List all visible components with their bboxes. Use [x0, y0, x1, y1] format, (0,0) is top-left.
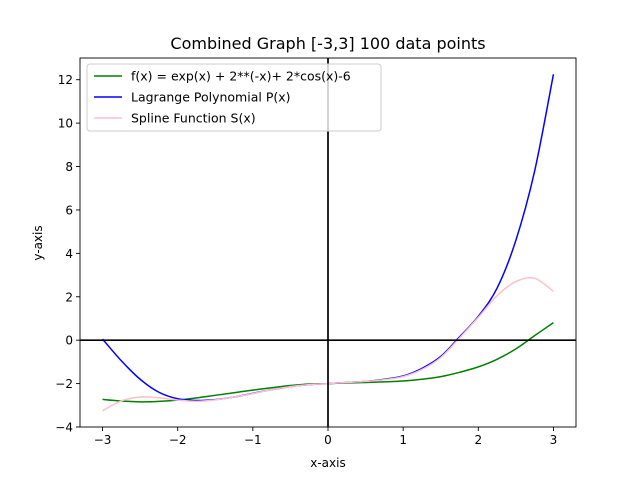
x-axis-title: x-axis: [310, 456, 345, 470]
y-tick-label: 4: [65, 247, 73, 261]
y-tick-label: −4: [55, 421, 73, 435]
legend-box: [86, 63, 382, 132]
x-tick-label: −1: [244, 433, 262, 447]
y-tick-label: 6: [65, 203, 73, 217]
y-axis-title: y-axis: [31, 225, 45, 260]
x-tick-label: 2: [474, 433, 482, 447]
y-tick-label: 12: [58, 73, 73, 87]
y-tick-label: 0: [65, 334, 73, 348]
x-tick-label: 1: [399, 433, 407, 447]
legend-label: f(x) = exp(x) + 2**(-x)+ 2*cos(x)-6: [131, 69, 351, 84]
y-tick-label: 8: [65, 160, 73, 174]
legend: f(x) = exp(x) + 2**(-x)+ 2*cos(x)-6 Lagra…: [86, 63, 382, 132]
x-tick-label: −2: [169, 433, 187, 447]
x-tick-label: 3: [550, 433, 558, 447]
x-tick-label: −3: [94, 433, 112, 447]
legend-label: Lagrange Polynomial P(x): [131, 90, 291, 105]
y-tick-label: −2: [55, 377, 73, 391]
legend-label: Spline Function S(x): [131, 111, 256, 126]
x-tick-label: 0: [324, 433, 332, 447]
y-tick-label: 2: [65, 290, 73, 304]
y-tick-label: 10: [58, 117, 73, 131]
chart-title: Combined Graph [-3,3] 100 data points: [170, 34, 485, 53]
